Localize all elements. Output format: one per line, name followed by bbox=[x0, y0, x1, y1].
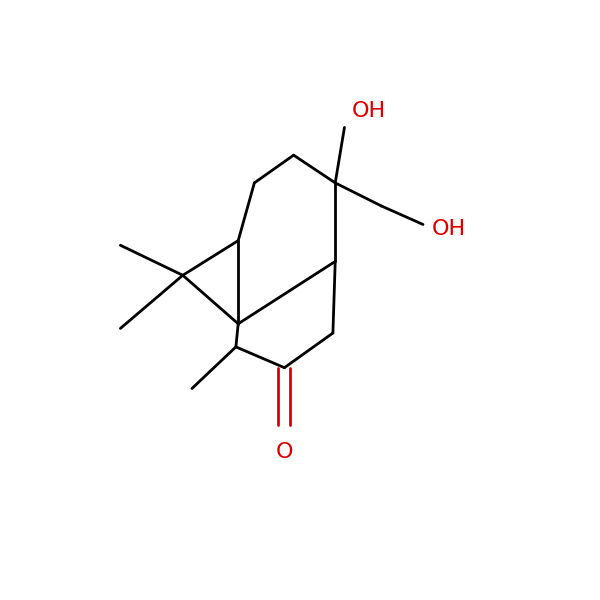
Text: OH: OH bbox=[432, 219, 466, 239]
Text: OH: OH bbox=[352, 101, 386, 121]
Text: O: O bbox=[275, 442, 293, 461]
